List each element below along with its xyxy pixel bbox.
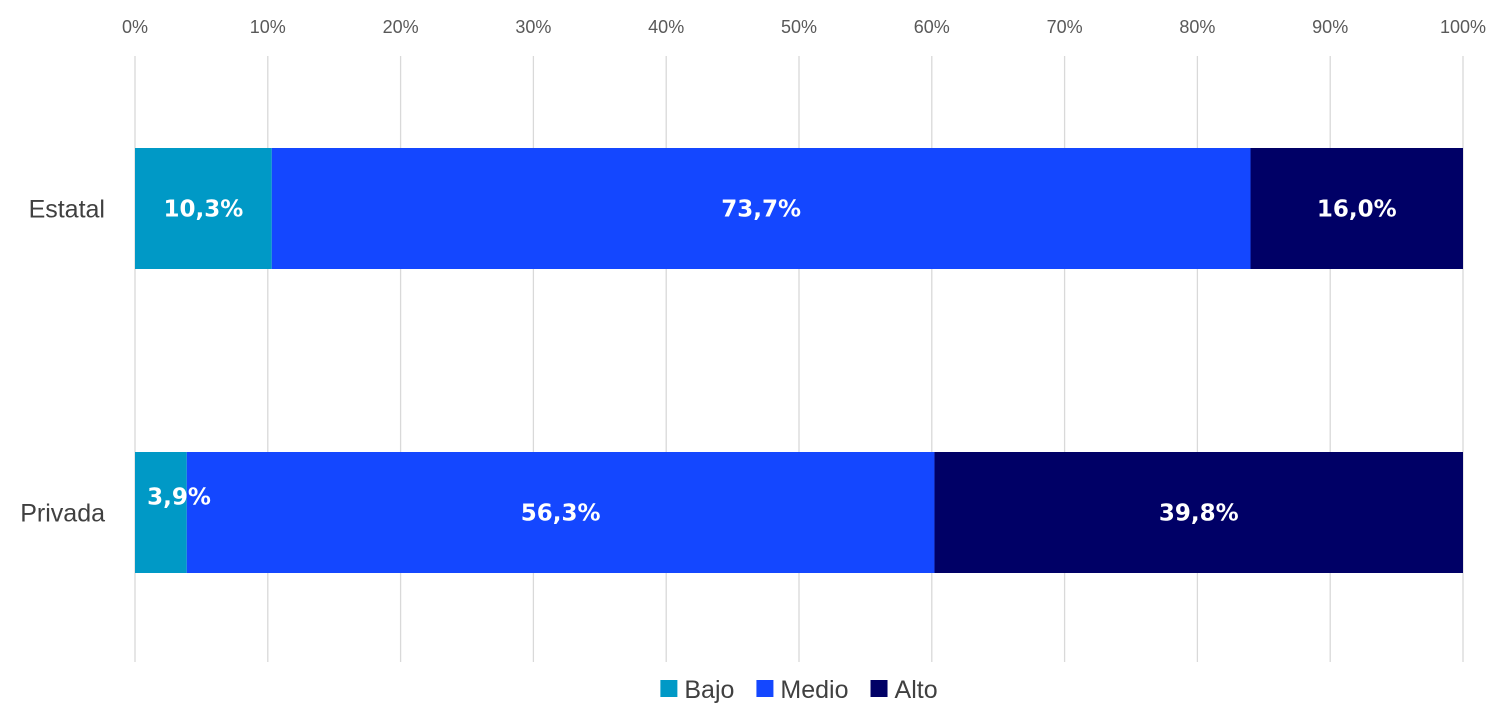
x-tick-label: 30%	[515, 17, 551, 37]
legend-item-bajo: Bajo	[660, 676, 734, 704]
bar-estatal-bajo	[135, 148, 272, 269]
x-tick-label: 80%	[1179, 17, 1215, 37]
legend: Bajo Medio Alto	[660, 676, 938, 704]
data-label-estatal-bajo: 10,3%	[163, 197, 243, 223]
bar-privada-medio	[186, 452, 935, 573]
legend-label-medio: Medio	[780, 676, 848, 704]
x-tick-label: 40%	[648, 17, 684, 37]
x-tick-label: 50%	[781, 17, 817, 37]
x-tick-label: 90%	[1312, 17, 1348, 37]
category-labels: Estatal Privada	[20, 196, 105, 528]
x-tick-label: 60%	[914, 17, 950, 37]
data-label-privada-alto: 39,8%	[1159, 501, 1239, 527]
data-label-privada-bajo: 3,9%	[147, 485, 211, 511]
bar-privada-bajo	[135, 452, 187, 573]
data-label-privada-medio: 56,3%	[521, 501, 601, 527]
x-tick-label: 0%	[122, 17, 148, 37]
x-axis-ticks: 0% 10% 20% 30% 40% 50% 60% 70% 80% 90% 100%	[122, 17, 1486, 37]
category-label-estatal: Estatal	[29, 196, 105, 224]
category-label-privada: Privada	[20, 500, 105, 528]
data-label-estatal-alto: 16,0%	[1317, 197, 1397, 223]
bar-estatal-medio	[271, 148, 1251, 269]
legend-swatch-bajo	[660, 680, 678, 697]
legend-label-bajo: Bajo	[684, 676, 734, 704]
legend-label-alto: Alto	[895, 676, 938, 704]
legend-swatch-medio	[756, 680, 774, 697]
bar-estatal-alto	[1250, 148, 1463, 269]
x-tick-label: 10%	[250, 17, 286, 37]
x-tick-label: 100%	[1440, 17, 1486, 37]
x-tick-label: 20%	[383, 17, 419, 37]
legend-swatch-alto	[870, 680, 888, 697]
legend-item-medio: Medio	[756, 676, 849, 704]
data-label-estatal-medio: 73,7%	[721, 197, 801, 223]
bars	[135, 148, 1463, 573]
bar-privada-alto	[934, 452, 1463, 573]
x-tick-label: 70%	[1047, 17, 1083, 37]
legend-item-alto: Alto	[870, 676, 938, 704]
data-labels: 10,3% 73,7% 16,0% 3,9% 56,3% 39,8%	[147, 197, 1397, 527]
